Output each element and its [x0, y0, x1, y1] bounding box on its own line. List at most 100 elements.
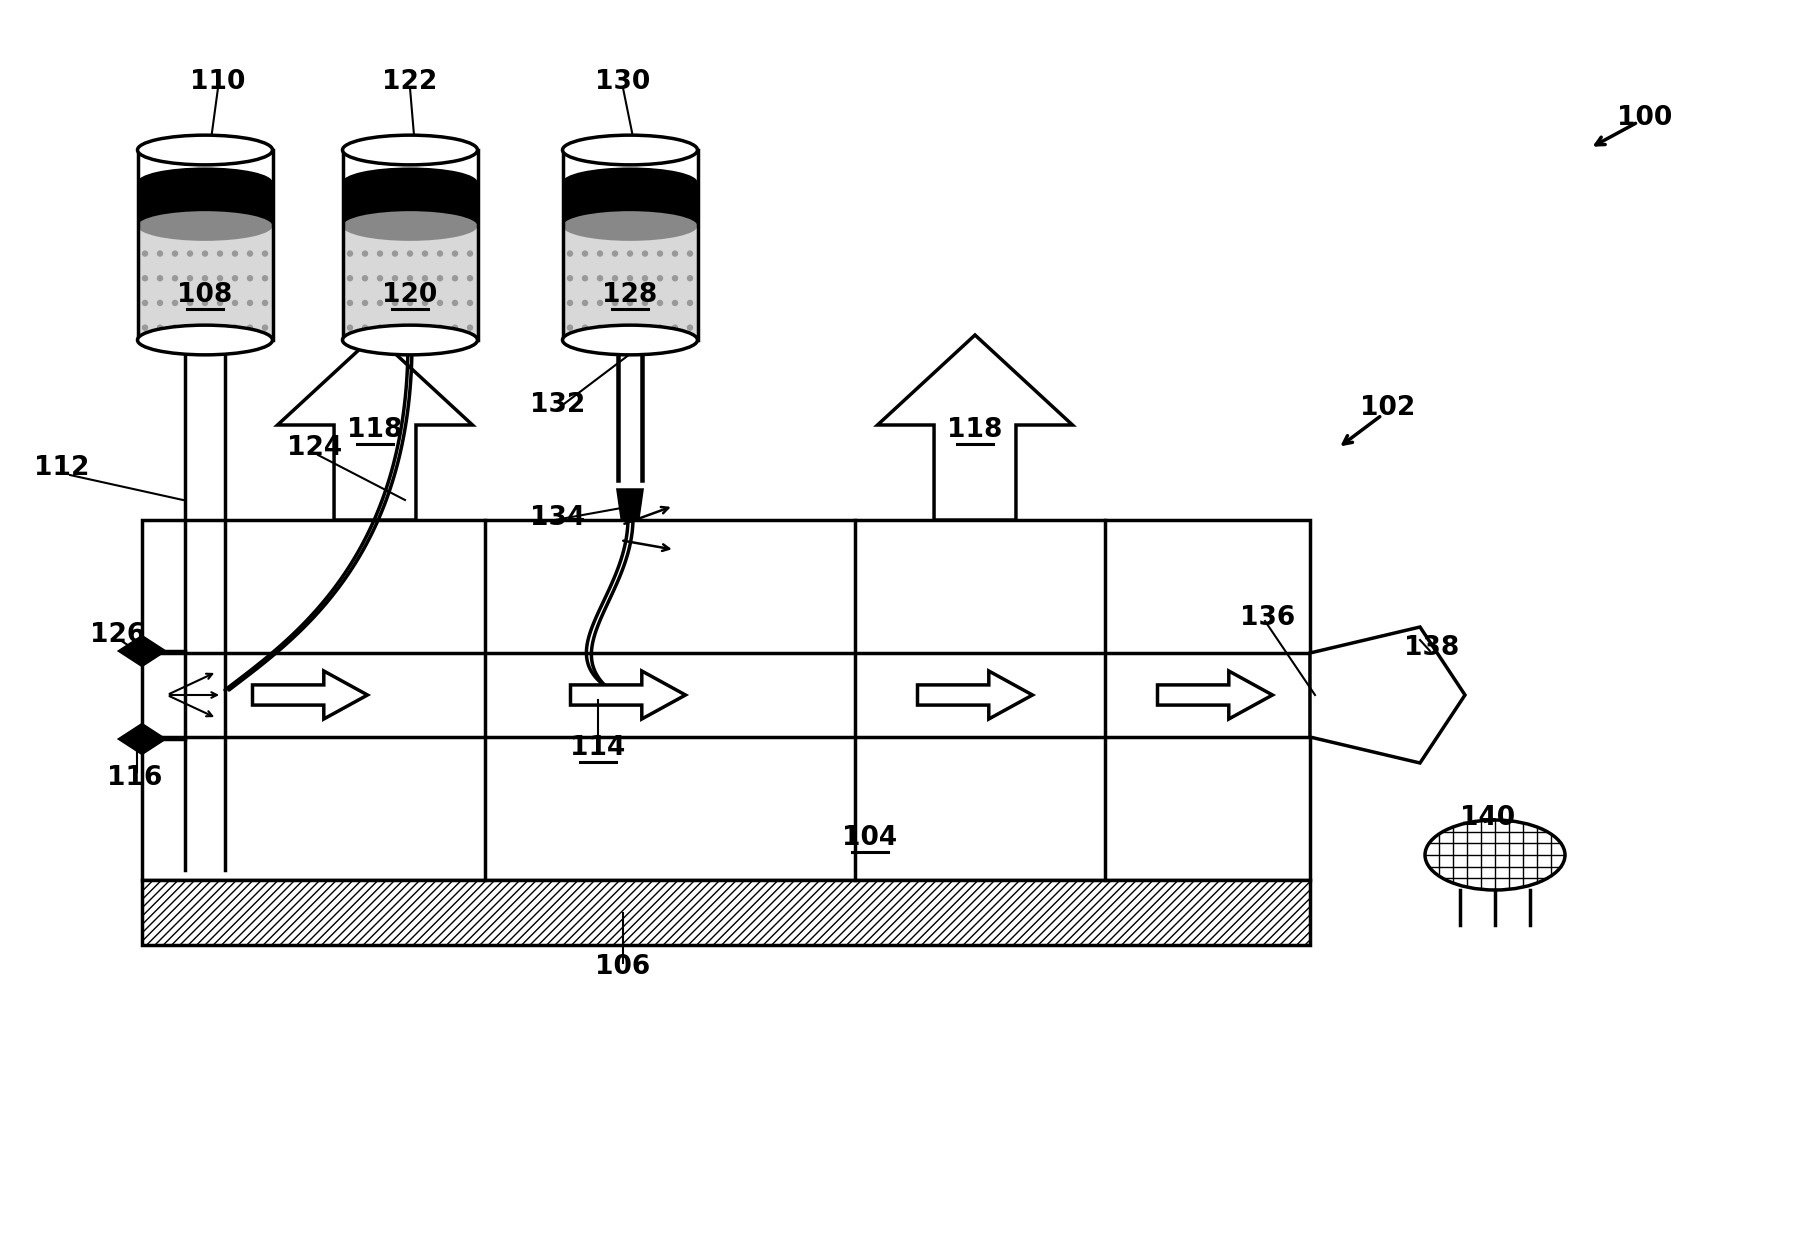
Ellipse shape — [562, 168, 697, 197]
Text: 118: 118 — [948, 417, 1002, 443]
Circle shape — [613, 301, 618, 306]
Circle shape — [688, 325, 692, 330]
Bar — [142, 520, 1310, 881]
Circle shape — [218, 301, 222, 306]
Circle shape — [672, 325, 678, 330]
Bar — [142, 881, 1310, 945]
Circle shape — [627, 301, 633, 306]
Circle shape — [658, 276, 663, 281]
Text: 104: 104 — [843, 825, 897, 851]
Text: 106: 106 — [595, 954, 651, 980]
Circle shape — [173, 301, 178, 306]
Bar — [342, 183, 478, 226]
Circle shape — [658, 251, 663, 256]
Circle shape — [422, 276, 427, 281]
Polygon shape — [121, 637, 164, 666]
Circle shape — [173, 325, 178, 330]
Circle shape — [157, 251, 162, 256]
Circle shape — [218, 226, 222, 231]
Text: 140: 140 — [1460, 805, 1515, 831]
Circle shape — [232, 251, 238, 256]
Circle shape — [613, 276, 618, 281]
Circle shape — [672, 251, 678, 256]
Circle shape — [348, 251, 353, 256]
Circle shape — [452, 226, 458, 231]
Circle shape — [247, 301, 252, 306]
Circle shape — [438, 325, 443, 330]
Circle shape — [568, 251, 573, 256]
Circle shape — [202, 325, 207, 330]
Polygon shape — [917, 671, 1033, 719]
Circle shape — [187, 251, 193, 256]
Circle shape — [568, 325, 573, 330]
Circle shape — [568, 301, 573, 306]
Bar — [342, 150, 478, 340]
Text: 134: 134 — [530, 505, 586, 532]
Circle shape — [393, 325, 398, 330]
Ellipse shape — [342, 135, 478, 165]
Circle shape — [263, 325, 267, 330]
Circle shape — [348, 276, 353, 281]
Text: 128: 128 — [602, 282, 658, 308]
Circle shape — [187, 276, 193, 281]
Bar — [137, 150, 272, 340]
Circle shape — [393, 276, 398, 281]
Circle shape — [263, 226, 267, 231]
Bar — [562, 183, 697, 226]
Circle shape — [232, 276, 238, 281]
Ellipse shape — [562, 325, 697, 355]
Ellipse shape — [342, 325, 478, 355]
Circle shape — [187, 301, 193, 306]
Circle shape — [672, 226, 678, 231]
Circle shape — [658, 325, 663, 330]
Bar — [562, 216, 697, 340]
Text: 100: 100 — [1618, 106, 1672, 130]
Circle shape — [672, 276, 678, 281]
Circle shape — [232, 325, 238, 330]
Circle shape — [157, 301, 162, 306]
Circle shape — [452, 251, 458, 256]
Circle shape — [643, 301, 647, 306]
Circle shape — [627, 226, 633, 231]
Bar — [137, 183, 272, 226]
Circle shape — [142, 276, 148, 281]
Text: 112: 112 — [34, 455, 90, 481]
Circle shape — [658, 226, 663, 231]
Circle shape — [627, 325, 633, 330]
Polygon shape — [252, 671, 368, 719]
Circle shape — [173, 276, 178, 281]
Circle shape — [142, 325, 148, 330]
Text: 130: 130 — [595, 70, 651, 94]
Circle shape — [582, 276, 587, 281]
Ellipse shape — [562, 135, 697, 165]
Circle shape — [407, 301, 413, 306]
Circle shape — [598, 251, 602, 256]
Circle shape — [393, 301, 398, 306]
Ellipse shape — [137, 168, 272, 197]
Circle shape — [422, 226, 427, 231]
Circle shape — [598, 301, 602, 306]
Circle shape — [173, 251, 178, 256]
Circle shape — [643, 325, 647, 330]
Text: 110: 110 — [191, 70, 245, 94]
Ellipse shape — [137, 325, 272, 355]
Circle shape — [218, 276, 222, 281]
Bar — [562, 150, 697, 340]
Circle shape — [613, 251, 618, 256]
Circle shape — [377, 226, 382, 231]
Circle shape — [568, 276, 573, 281]
Circle shape — [263, 251, 267, 256]
Ellipse shape — [342, 211, 478, 241]
Circle shape — [393, 251, 398, 256]
Circle shape — [377, 325, 382, 330]
Circle shape — [467, 226, 472, 231]
Circle shape — [672, 301, 678, 306]
Text: 122: 122 — [382, 70, 438, 94]
Circle shape — [348, 325, 353, 330]
Circle shape — [377, 251, 382, 256]
Circle shape — [157, 325, 162, 330]
Circle shape — [407, 251, 413, 256]
Circle shape — [688, 226, 692, 231]
Circle shape — [173, 226, 178, 231]
Circle shape — [438, 226, 443, 231]
